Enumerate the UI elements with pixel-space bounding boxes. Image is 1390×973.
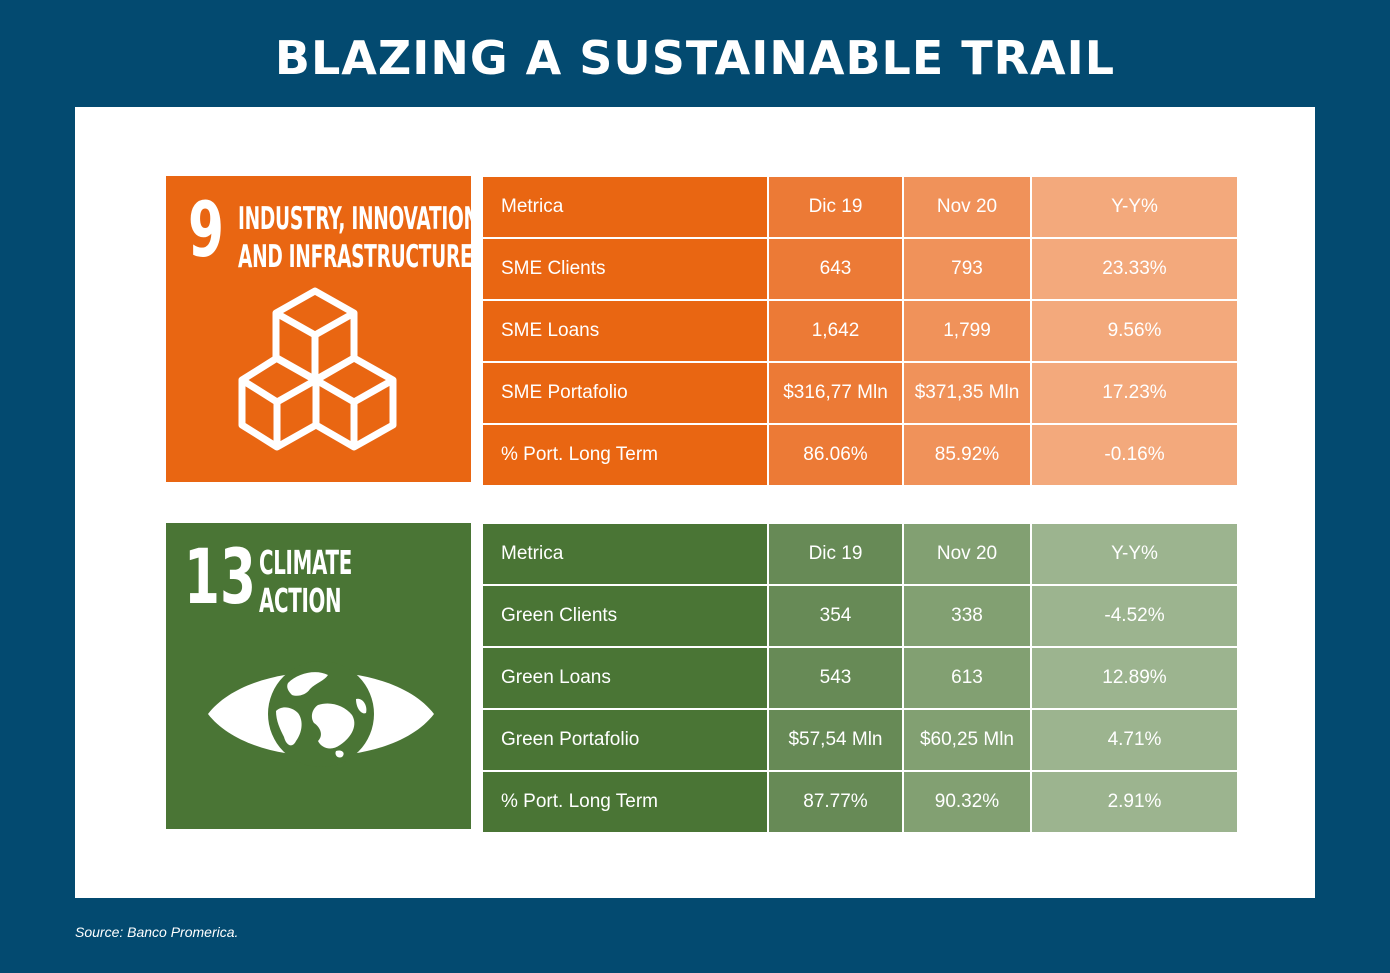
table-row: % Port. Long Term 86.06% 85.92% -0.16%: [481, 423, 1239, 487]
sdg13-label: CLIMATE ACTION: [259, 544, 352, 620]
metric-name: Green Portafolio: [481, 708, 769, 772]
value-yoy: 4.71%: [1030, 708, 1239, 772]
value-nov20: 793: [902, 237, 1032, 301]
value-nov20: $60,25 Mln: [902, 708, 1032, 772]
source-note: Source: Banco Promerica.: [75, 924, 239, 940]
value-dic19: 1,642: [767, 299, 904, 363]
metric-name: SME Portafolio: [481, 361, 769, 425]
table-row: SME Portafolio $316,77 Mln $371,35 Mln 1…: [481, 361, 1239, 425]
metric-name: % Port. Long Term: [481, 423, 769, 487]
eye-globe-icon: [208, 661, 434, 767]
metric-name: % Port. Long Term: [481, 770, 769, 834]
header-nov20: Nov 20: [902, 522, 1032, 586]
stacked-cubes-icon: [238, 287, 397, 451]
page-title: BLAZING A SUSTAINABLE TRAIL: [274, 31, 1116, 85]
sdg9-metrics-table: Metrica Dic 19 Nov 20 Y-Y% SME Clients 6…: [481, 175, 1239, 487]
sdg9-label-line1: INDUSTRY, INNOVATION: [238, 201, 479, 237]
sdg13-metrics-table: Metrica Dic 19 Nov 20 Y-Y% Green Clients…: [481, 522, 1239, 834]
table-header-row: Metrica Dic 19 Nov 20 Y-Y%: [481, 175, 1239, 239]
value-nov20: 1,799: [902, 299, 1032, 363]
table-row: SME Loans 1,642 1,799 9.56%: [481, 299, 1239, 363]
value-nov20: 90.32%: [902, 770, 1032, 834]
table-header-row: Metrica Dic 19 Nov 20 Y-Y%: [481, 522, 1239, 586]
metric-name: SME Clients: [481, 237, 769, 301]
value-nov20: $371,35 Mln: [902, 361, 1032, 425]
value-dic19: 543: [767, 646, 904, 710]
value-nov20: 613: [902, 646, 1032, 710]
sdg13-number: 13: [184, 532, 256, 621]
header-dic19: Dic 19: [767, 522, 904, 586]
value-yoy: 23.33%: [1030, 237, 1239, 301]
value-yoy: 17.23%: [1030, 361, 1239, 425]
table-row: % Port. Long Term 87.77% 90.32% 2.91%: [481, 770, 1239, 834]
value-yoy: -0.16%: [1030, 423, 1239, 487]
sdg9-label-line2: AND INFRASTRUCTURE: [238, 239, 473, 275]
value-dic19: 86.06%: [767, 423, 904, 487]
metric-name: Green Loans: [481, 646, 769, 710]
value-nov20: 338: [902, 584, 1032, 648]
value-yoy: 12.89%: [1030, 646, 1239, 710]
header-yoy: Y-Y%: [1030, 522, 1239, 586]
value-yoy: 9.56%: [1030, 299, 1239, 363]
metric-name: SME Loans: [481, 299, 769, 363]
value-dic19: 354: [767, 584, 904, 648]
header-yoy: Y-Y%: [1030, 175, 1239, 239]
value-yoy: -4.52%: [1030, 584, 1239, 648]
sdg9-label: INDUSTRY, INNOVATION AND INFRASTRUCTURE: [238, 200, 479, 276]
table-row: Green Clients 354 338 -4.52%: [481, 584, 1239, 648]
value-dic19: $316,77 Mln: [767, 361, 904, 425]
sdg13-tile: 13 CLIMATE ACTION: [166, 523, 471, 829]
sdg13-label-line2: ACTION: [259, 581, 342, 620]
value-dic19: $57,54 Mln: [767, 708, 904, 772]
sdg9-number: 9: [188, 185, 224, 274]
table-row: Green Loans 543 613 12.89%: [481, 646, 1239, 710]
header-metric: Metrica: [481, 175, 769, 239]
value-nov20: 85.92%: [902, 423, 1032, 487]
header-nov20: Nov 20: [902, 175, 1032, 239]
sdg9-tile: 9 INDUSTRY, INNOVATION AND INFRASTRUCTUR…: [166, 176, 479, 482]
header-metric: Metrica: [481, 522, 769, 586]
value-yoy: 2.91%: [1030, 770, 1239, 834]
value-dic19: 87.77%: [767, 770, 904, 834]
value-dic19: 643: [767, 237, 904, 301]
metric-name: Green Clients: [481, 584, 769, 648]
sdg13-label-line1: CLIMATE: [259, 543, 352, 582]
table-row: SME Clients 643 793 23.33%: [481, 237, 1239, 301]
header-dic19: Dic 19: [767, 175, 904, 239]
table-row: Green Portafolio $57,54 Mln $60,25 Mln 4…: [481, 708, 1239, 772]
